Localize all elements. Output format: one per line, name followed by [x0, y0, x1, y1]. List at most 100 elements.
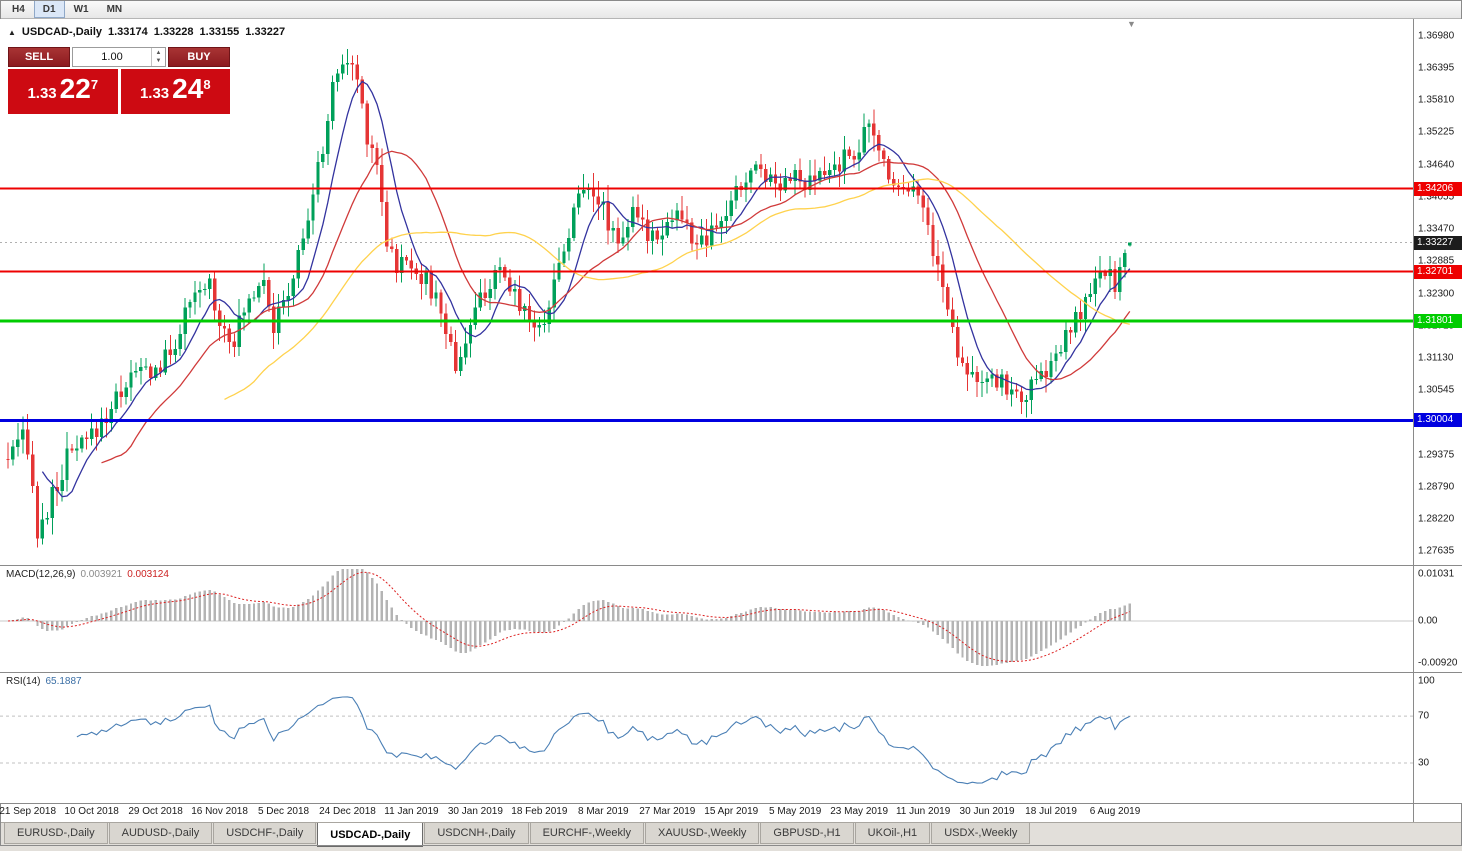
ohlc-close: 1.33227	[245, 26, 286, 38]
price-axis-label: 1.35225	[1418, 126, 1455, 138]
price-chart[interactable]: ▲ USDCAD-,Daily 1.33174 1.33228 1.33155 …	[0, 19, 1413, 565]
time-axis-label: 23 May 2019	[830, 806, 889, 817]
volume-value[interactable]: 1.00	[101, 51, 123, 63]
macd-panel: MACD(12,26,9) 0.003921 0.003124 0.01031 0…	[0, 565, 1462, 672]
price-axis-label: 1.33470	[1418, 223, 1455, 235]
rsi-axis[interactable]: 100 70 30	[1413, 673, 1462, 803]
chart-tab-gbpusd-h1[interactable]: GBPUSD-,H1	[760, 823, 854, 844]
macd-chart[interactable]: MACD(12,26,9) 0.003921 0.003124	[0, 566, 1413, 672]
rsi-axis-label: 30	[1418, 757, 1430, 769]
rsi-panel: RSI(14) 65.1887 100 70 30	[0, 672, 1462, 803]
time-axis-label: 11 Jan 2019	[384, 806, 439, 817]
rsi-chart[interactable]: RSI(14) 65.1887	[0, 673, 1413, 803]
time-axis-label: 24 Dec 2018	[319, 806, 376, 817]
price-axis-label: 1.34055	[1418, 191, 1455, 203]
rsi-value: 65.1887	[45, 676, 82, 687]
time-axis-label: 30 Jan 2019	[447, 806, 503, 817]
rsi-axis-label: 100	[1418, 675, 1435, 687]
chart-tab-eurchf-weekly[interactable]: EURCHF-,Weekly	[529, 823, 644, 844]
price-axis-label: 1.27635	[1418, 545, 1455, 557]
macd-signal-value: 0.003124	[127, 569, 169, 580]
sell-price-base: 1.33	[27, 85, 57, 102]
price-level-badge: 1.32701	[1414, 264, 1462, 279]
price-axis-label: 1.36395	[1418, 62, 1455, 74]
one-click-trading-panel: SELL 1.00 ▲ ▼ BUY 1.33 22 7 1.33 24 8	[8, 47, 230, 114]
timeframe-button-h4[interactable]: H4	[12, 3, 25, 15]
price-level-badge: 1.30004	[1414, 413, 1462, 428]
time-axis-label: 11 Jun 2019	[895, 806, 951, 817]
chart-tab-eurusd-daily[interactable]: EURUSD-,Daily	[4, 823, 108, 844]
price-axis-label: 1.30545	[1418, 384, 1455, 396]
price-axis-label: 1.35810	[1418, 94, 1455, 106]
ohlc-high: 1.33228	[153, 26, 194, 38]
macd-label: MACD(12,26,9) 0.003921 0.003124	[6, 569, 169, 580]
volume-up-icon[interactable]: ▲	[155, 50, 162, 56]
macd-axis-label: 0.00	[1418, 615, 1438, 627]
buy-button[interactable]: BUY	[168, 47, 230, 67]
chart-header: ▲ USDCAD-,Daily 1.33174 1.33228 1.33155 …	[8, 26, 285, 38]
price-axis-label: 1.28220	[1418, 513, 1455, 525]
volume-stepper[interactable]: 1.00 ▲ ▼	[72, 47, 166, 67]
axis-corner	[1413, 804, 1462, 822]
volume-down-icon[interactable]: ▼	[155, 58, 162, 64]
time-axis-label: 16 Nov 2018	[191, 806, 248, 817]
price-axis-label: 1.32885	[1418, 255, 1455, 267]
price-axis-label: 1.31130	[1418, 352, 1454, 364]
current-price-badge: 1.33227	[1414, 235, 1462, 250]
buy-price-button[interactable]: 1.33 24 8	[120, 69, 230, 114]
timeframe-toolbar: H4 D1 W1 MN	[0, 0, 1462, 19]
sell-price-point: 7	[90, 77, 99, 92]
macd-axis-label: -0.00920	[1418, 657, 1458, 669]
macd-value: 0.003921	[80, 569, 123, 580]
chart-tab-usdx-weekly[interactable]: USDX-,Weekly	[931, 823, 1031, 844]
time-axis[interactable]: 21 Sep 2018 10 Oct 2018 29 Oct 2018 16 Nov …	[0, 803, 1462, 822]
chart-tab-ukoil-h1[interactable]: UKOil-,H1	[854, 823, 931, 844]
buy-price-base: 1.33	[139, 85, 170, 102]
sell-price-button[interactable]: 1.33 22 7	[8, 69, 118, 114]
time-axis-label: 5 Dec 2018	[257, 806, 310, 817]
rsi-axis-label: 70	[1418, 710, 1430, 722]
chart-tab-usdchf-daily[interactable]: USDCHF-,Daily	[213, 823, 317, 844]
sell-button[interactable]: SELL	[8, 47, 70, 67]
sell-price-pips: 22	[59, 73, 91, 104]
price-level-badge: 1.34206	[1414, 181, 1462, 196]
time-axis-label: 15 Apr 2019	[704, 806, 759, 817]
macd-name: MACD(12,26,9)	[6, 569, 76, 580]
rsi-name: RSI(14)	[6, 676, 41, 687]
time-axis-label: 8 Mar 2019	[578, 806, 629, 817]
price-level-badge: 1.31801	[1414, 314, 1462, 329]
time-axis-labels[interactable]: 21 Sep 2018 10 Oct 2018 29 Oct 2018 16 Nov …	[0, 804, 1413, 822]
price-axis-label: 1.32300	[1418, 288, 1455, 300]
time-axis-label: 5 May 2019	[769, 806, 822, 817]
chart-tab-audusd-daily[interactable]: AUDUSD-,Daily	[108, 823, 213, 844]
macd-axis[interactable]: 0.01031 0.00 -0.00920	[1413, 566, 1462, 672]
candlestick-plot[interactable]	[0, 19, 1413, 565]
chart-tab-xauusd-weekly[interactable]: XAUUSD-,Weekly	[644, 823, 760, 844]
chart-shift-marker-icon[interactable]: ▼	[1127, 19, 1136, 29]
chart-symbol-label: USDCAD-,Daily	[21, 26, 102, 38]
buy-price-point: 8	[203, 77, 211, 92]
price-axis[interactable]: 1.36980 1.36395 1.35810 1.35225 1.34640 1.340…	[1413, 19, 1462, 565]
price-axis-label: 1.36980	[1418, 30, 1455, 42]
timeframe-button-d1[interactable]: D1	[33, 0, 65, 18]
timeframe-button-mn[interactable]: MN	[106, 3, 123, 15]
price-axis-label: 1.28790	[1418, 481, 1455, 493]
macd-axis-label: 0.01031	[1418, 568, 1455, 580]
timeframe-button-w1[interactable]: W1	[73, 3, 89, 15]
price-axis-label: 1.29375	[1418, 449, 1455, 461]
ohlc-open: 1.33174	[108, 26, 148, 38]
main-chart-panel: ▲ USDCAD-,Daily 1.33174 1.33228 1.33155 …	[0, 19, 1462, 565]
volume-spin-buttons[interactable]: ▲ ▼	[151, 48, 165, 66]
time-axis-label: 30 Jun 2019	[959, 806, 1015, 817]
time-axis-label: 21 Sep 2018	[0, 806, 57, 817]
chart-tab-usdcad-daily[interactable]: USDCAD-,Daily	[317, 823, 424, 847]
chart-tab-bar: EURUSD-,Daily AUDUSD-,Daily USDCHF-,Daily U…	[0, 822, 1462, 851]
time-axis-label: 27 Mar 2019	[639, 806, 696, 817]
chart-tab-usdcnh-daily[interactable]: USDCNH-,Daily	[424, 823, 529, 844]
time-axis-label: 6 Aug 2019	[1089, 806, 1141, 817]
chart-symbol-icon: ▲	[8, 27, 16, 37]
time-axis-label: 18 Feb 2019	[511, 806, 568, 817]
time-axis-label: 10 Oct 2018	[64, 806, 119, 817]
rsi-label: RSI(14) 65.1887	[6, 676, 82, 687]
